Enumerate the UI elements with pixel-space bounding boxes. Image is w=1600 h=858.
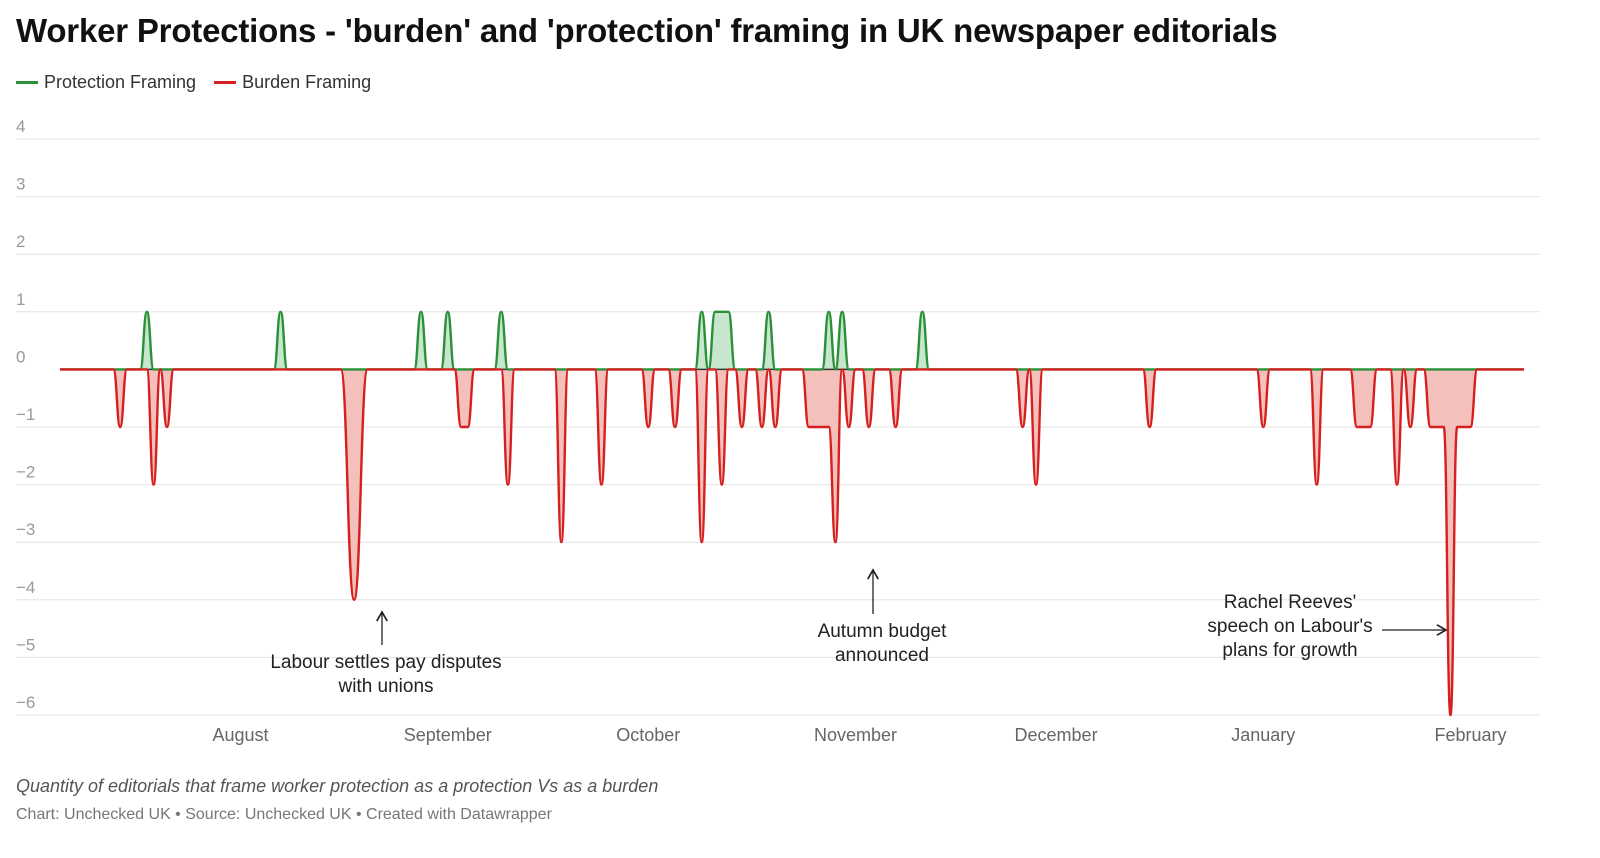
x-tick-label: September bbox=[404, 725, 492, 745]
y-tick-label: 4 bbox=[16, 117, 25, 136]
y-tick-label: 1 bbox=[16, 290, 25, 309]
legend-item-protection: Protection Framing bbox=[16, 72, 196, 93]
y-tick-label: −1 bbox=[16, 405, 35, 424]
y-tick-label: −5 bbox=[16, 635, 35, 654]
x-tick-label: October bbox=[616, 725, 680, 745]
chart-credits: Chart: Unchecked UK • Source: Unchecked … bbox=[16, 806, 552, 823]
y-tick-label: 0 bbox=[16, 347, 25, 366]
chart-area: 4 3 2 1 0 −1 −2 −3 −4 −5 −6 August September October N… bbox=[16, 117, 1540, 745]
legend-swatch-burden bbox=[214, 81, 237, 84]
burden-line bbox=[59, 368, 1524, 717]
annotation-text: Rachel Reeves' speech on Labour's plans fo… bbox=[1207, 592, 1372, 661]
chart-notes: Quantity of editorials that frame worker… bbox=[16, 776, 659, 796]
x-tick-label: December bbox=[1015, 725, 1098, 745]
x-tick-label: November bbox=[814, 725, 897, 745]
y-tick-label: −4 bbox=[16, 578, 35, 597]
legend-label-protection: Protection Framing bbox=[44, 72, 197, 92]
legend: Protection Framing Burden Framing bbox=[16, 72, 371, 93]
x-tick-label: August bbox=[212, 725, 268, 745]
annotation-text: Labour settles pay disputes with unions bbox=[270, 652, 501, 697]
chart-title: Worker Protections - 'burden' and 'prote… bbox=[16, 12, 1278, 49]
burden-area bbox=[60, 369, 1524, 715]
legend-swatch-protection bbox=[16, 81, 38, 84]
x-tick-label: January bbox=[1231, 725, 1295, 745]
protection-line bbox=[59, 310, 1524, 371]
y-tick-label: −6 bbox=[16, 693, 35, 712]
annotation-text: Autumn budget announced bbox=[818, 621, 948, 666]
legend-label-burden: Burden Framing bbox=[242, 72, 372, 92]
y-tick-label: −2 bbox=[16, 463, 35, 482]
y-tick-label: 3 bbox=[16, 175, 25, 194]
x-tick-label: February bbox=[1435, 725, 1507, 745]
legend-item-burden: Burden Framing bbox=[214, 72, 371, 93]
y-tick-label: −3 bbox=[16, 520, 35, 539]
y-tick-label: 2 bbox=[16, 232, 25, 251]
